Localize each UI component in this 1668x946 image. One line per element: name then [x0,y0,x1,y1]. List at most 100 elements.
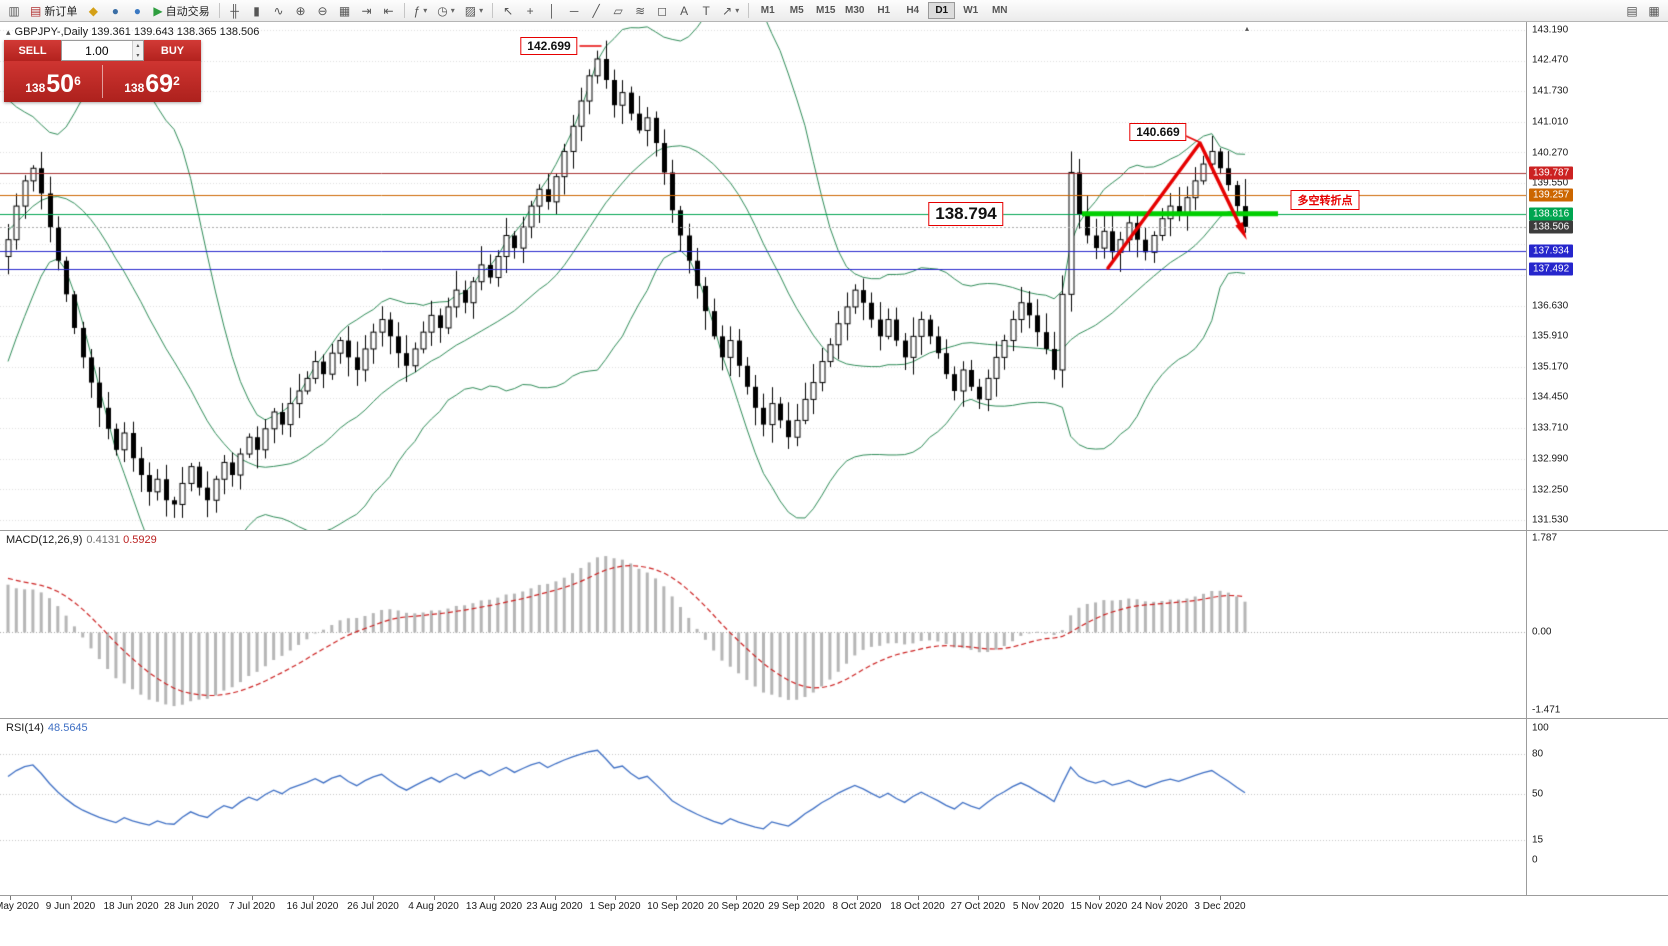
date-axis-label: 28 Jun 2020 [163,901,220,912]
chevron-down-icon: ▾ [423,6,428,15]
price-chart-canvas[interactable] [0,22,1526,530]
price-divider [102,65,103,98]
rsi-panel-canvas[interactable] [0,718,1526,895]
autotrading-button[interactable]: ▶ 自动交易 [149,2,213,20]
zoom-out-icon: ⊖ [317,3,328,18]
timeframe-h4[interactable]: H4 [906,5,920,16]
market-button[interactable]: ● [127,2,147,20]
timeframe-m15[interactable]: M15 [815,5,836,16]
toolbar: ▥ ▤ 新订单 ◆ ● ● ▶ 自动交易 ╫ ▮ ∿ ⊕ ⊖ ▦ ⇥ ⇤ ƒ ▾ ◷ ▾ ▨ ▾ ↖ + │ ─ ╱ ▱ ≋ ◻ A T ↗ ▾ M… [0,0,1668,22]
crosshair-button[interactable]: + [520,2,540,20]
price-badge-139257: 139.257 [1529,188,1574,202]
date-axis-label: 15 Nov 2020 [1070,901,1128,912]
buy-button[interactable]: BUY [144,40,201,61]
date-axis-label: 10 Sep 2020 [647,901,704,912]
time-axis-tick [1099,896,1100,900]
new-chart-button[interactable]: ▥ [4,2,24,20]
data-window-button[interactable]: ▤ [1622,2,1642,20]
timeframe-m5[interactable]: M5 [789,5,804,16]
tile-windows-button[interactable]: ▦ [335,2,355,20]
autotrading-button-label: 自动交易 [165,5,210,18]
vertical-line-button[interactable]: │ [542,2,562,20]
sell-price[interactable]: 138 50 6 [4,61,102,102]
time-axis-tick [1159,896,1161,900]
chart-shift-button[interactable]: ⇤ [379,2,399,20]
volume-up-button[interactable]: ▴ [132,41,143,51]
price-axis[interactable]: 143.190 142.470 141.730 141.010 140.270 139.5… [1527,22,1668,895]
crosshair-icon: + [526,3,534,18]
zoom-in-button[interactable]: ⊕ [291,2,311,20]
line-chart-icon: ∿ [273,3,284,18]
time-axis-tick [373,896,374,900]
time-axis-tick [554,896,556,900]
sell-button[interactable]: SELL [4,40,61,61]
candlestick-chart-button[interactable]: ▮ [247,2,267,20]
new-order-icon: ▤ [30,3,42,18]
bar-chart-button[interactable]: ╫ [225,2,245,20]
price-axis-label: 142.470 [1532,54,1569,66]
tile-windows-icon: ▦ [338,3,351,18]
arrows-icon: ↗ [722,3,733,18]
nov-high-price-label[interactable]: 140.669 [1129,123,1187,141]
volume-down-button[interactable]: ▾ [132,50,143,60]
date-axis-label: 18 Jun 2020 [103,901,159,912]
turning-point-label[interactable]: 多空转折点 [1290,190,1360,210]
cursor-button[interactable]: ↖ [498,2,518,20]
key-level-price-label[interactable]: 138.794 [928,202,1004,226]
zoom-out-button[interactable]: ⊖ [313,2,333,20]
price-axis-label: 140.270 [1532,147,1569,159]
timeframe-d1[interactable]: D1 [928,2,956,19]
mql5-community-icon: ◆ [88,3,98,18]
panel-separator[interactable] [0,530,1668,531]
shapes-button[interactable]: ◻ [652,2,672,20]
templates-icon: ▨ [464,3,477,18]
arrows-button[interactable]: ↗ ▾ [718,2,743,20]
templates-button[interactable]: ▨ ▾ [461,2,487,20]
price-badge-137492: 137.492 [1529,262,1574,276]
timeframe-w1[interactable]: W1 [963,5,979,16]
line-chart-button[interactable]: ∿ [269,2,289,20]
peak-price-label[interactable]: 142.699 [520,37,578,55]
volume-field: ▴ ▾ [61,40,144,61]
macd-name: MACD(12,26,9) [6,534,83,546]
time-axis-tick [1038,896,1040,900]
price-axis-label: 132.990 [1532,453,1569,465]
periods-menu-button[interactable]: ◷ ▾ [433,2,459,20]
buy-price-prefix: 138 [124,81,145,96]
date-axis-label: 24 Nov 2020 [1131,901,1188,912]
virtual-hosting-button[interactable]: ● [105,2,125,20]
panel-separator[interactable] [0,718,1668,719]
indicators-button[interactable]: ƒ ▾ [410,2,432,20]
buy-price[interactable]: 138 69 2 [103,61,201,102]
price-badge-138506: 138.506 [1529,220,1574,234]
time-axis-tick [70,896,72,900]
price-badge-138816: 138.816 [1529,207,1574,221]
trendline-button[interactable]: ╱ [586,2,606,20]
horizontal-line-button[interactable]: ─ [564,2,584,20]
volume-input[interactable] [62,41,132,60]
sell-price-prefix: 138 [25,81,46,96]
time-axis-tick [615,896,616,900]
mql5-community-button[interactable]: ◆ [83,2,103,20]
macd-panel-canvas[interactable] [0,530,1526,718]
market-icon: ● [133,3,141,18]
time-axis-tick [917,896,919,900]
timeframe-h1[interactable]: H1 [877,5,891,16]
fibonacci-button[interactable]: ≋ [630,2,650,20]
macd-value: 0.4131 [86,534,121,546]
auto-scroll-button[interactable]: ⇥ [357,2,377,20]
timeframe-mn[interactable]: MN [991,5,1008,16]
price-axis-label: 141.010 [1532,116,1569,128]
window-list-button[interactable]: ▦ [1644,2,1664,20]
channel-button[interactable]: ▱ [608,2,628,20]
timeframe-m1[interactable]: M1 [760,5,775,16]
collapse-trade-panel-icon[interactable]: ▴ [6,27,11,37]
timeframe-m30[interactable]: M30 [844,5,865,16]
macd-signal-value: 0.5929 [123,534,157,546]
time-axis[interactable]: 28 May 2020 9 Jun 2020 18 Jun 2020 28 Jun 2… [0,896,1526,915]
text-button[interactable]: A [674,2,694,20]
new-order-button[interactable]: ▤ 新订单 [26,2,81,20]
rsi-axis-label: 80 [1532,748,1544,760]
label-button[interactable]: T [696,2,716,20]
time-axis-tick [312,896,314,900]
